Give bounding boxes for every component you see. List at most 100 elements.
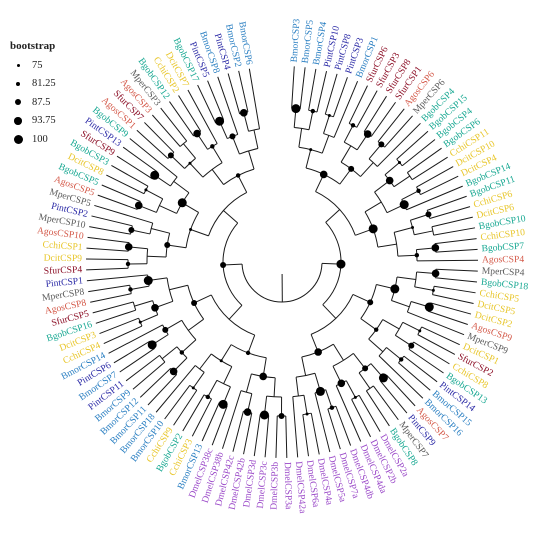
bootstrap-node	[314, 348, 322, 356]
branch-segment	[426, 195, 467, 211]
branch-segment	[173, 180, 190, 194]
branch-segment	[103, 325, 143, 345]
branch-segment	[111, 165, 149, 187]
branch-segment	[131, 229, 151, 235]
bootstrap-node	[378, 141, 385, 148]
bootstrap-node	[147, 340, 157, 350]
branch-segment	[192, 372, 205, 389]
branch-segment	[429, 206, 471, 219]
legend-item: 100	[10, 130, 56, 149]
bootstrap-node	[144, 188, 148, 192]
bootstrap-node	[408, 342, 415, 349]
leaf-label: SfurCSP4	[44, 264, 83, 277]
branch-segment	[396, 276, 416, 281]
branch-segment	[223, 210, 239, 224]
branch-segment	[308, 68, 317, 111]
branch-segment	[335, 385, 362, 442]
bootstrap-node	[414, 253, 420, 258]
branch-segment	[173, 390, 198, 426]
branch-segment	[382, 319, 400, 330]
branch-segment	[402, 321, 420, 332]
branch-segment	[113, 340, 151, 364]
branch-segment	[302, 414, 310, 457]
branch-segment	[211, 405, 228, 446]
bootstrap-node	[350, 123, 356, 128]
bootstrap-node	[205, 394, 210, 400]
branch-segment	[285, 415, 288, 458]
bootstrap-node	[177, 198, 187, 208]
branch-arc	[315, 191, 356, 236]
branch-segment	[335, 406, 352, 446]
branch-segment	[147, 374, 178, 406]
branch-segment	[411, 156, 448, 181]
branch-segment	[106, 174, 145, 195]
branch-segment	[397, 254, 417, 257]
bootstrap-legend: bootstrap 75 81.25 87.5 93.75 100	[10, 40, 56, 149]
bootstrap-node	[397, 160, 401, 164]
branch-segment	[273, 377, 276, 397]
branch-segment	[386, 374, 416, 407]
branch-arc	[406, 172, 413, 180]
branch-segment	[413, 341, 450, 365]
bootstrap-node	[337, 379, 346, 388]
branch-segment	[193, 294, 212, 304]
branch-segment	[232, 410, 244, 452]
branch-segment	[167, 244, 187, 249]
branch-segment	[144, 122, 175, 153]
branch-segment	[237, 175, 248, 193]
branch-segment	[264, 415, 270, 458]
branch-segment	[147, 255, 167, 258]
bootstrap-node	[418, 329, 422, 333]
leaf-label: AgosCSP4	[482, 254, 524, 265]
legend-label: 75	[32, 59, 43, 71]
branch-arc	[216, 379, 231, 388]
legend-item: 75	[10, 56, 56, 75]
branch-segment	[183, 143, 196, 159]
legend-label: 93.75	[32, 115, 56, 127]
branch-segment	[87, 236, 130, 244]
branch-segment	[332, 77, 348, 118]
bootstrap-node	[220, 262, 227, 269]
branch-segment	[188, 318, 204, 331]
branch-segment	[170, 155, 185, 169]
bootstrap-node	[134, 201, 143, 210]
branch-segment	[364, 201, 382, 213]
branch-segment	[201, 402, 220, 442]
branch-segment	[378, 355, 424, 399]
leaf-label: DcitCSP9	[44, 253, 83, 265]
bootstrap-node	[390, 284, 400, 294]
branch-segment	[211, 169, 224, 185]
legend-label: 81.25	[32, 78, 56, 90]
branch-segment	[116, 155, 153, 180]
branch-segment	[207, 80, 224, 120]
branch-segment	[348, 85, 368, 124]
branch-segment	[169, 101, 194, 137]
leaf-labels: BmorCSP3BmorCSP5BmorCSP4PintCSP10PintCSP…	[36, 18, 529, 514]
branch-segment	[169, 284, 188, 291]
branch-segment	[155, 365, 196, 413]
branch-segment	[393, 175, 411, 188]
bootstrap-node	[416, 188, 421, 193]
branch-segment	[416, 166, 454, 188]
branch-segment	[95, 309, 136, 324]
branch-segment	[164, 385, 191, 420]
branch-arc	[208, 191, 247, 237]
bootstrap-node	[169, 367, 178, 376]
branch-segment	[431, 216, 473, 228]
branch-segment	[398, 362, 431, 391]
branch-segment	[199, 353, 212, 370]
branch-segment	[325, 209, 341, 223]
legend-item: 81.25	[10, 75, 56, 94]
branch-segment	[86, 267, 129, 271]
bootstrap-node	[378, 373, 388, 383]
branch-segment	[227, 73, 241, 115]
branch-segment	[292, 396, 299, 458]
bootstrap-node	[179, 350, 185, 355]
branch-segment	[243, 412, 253, 455]
branch-segment	[178, 95, 202, 132]
bootstrap-node	[411, 225, 415, 229]
branch-segment	[360, 162, 374, 177]
bootstrap-node	[259, 372, 267, 381]
branch-segment	[130, 285, 150, 290]
